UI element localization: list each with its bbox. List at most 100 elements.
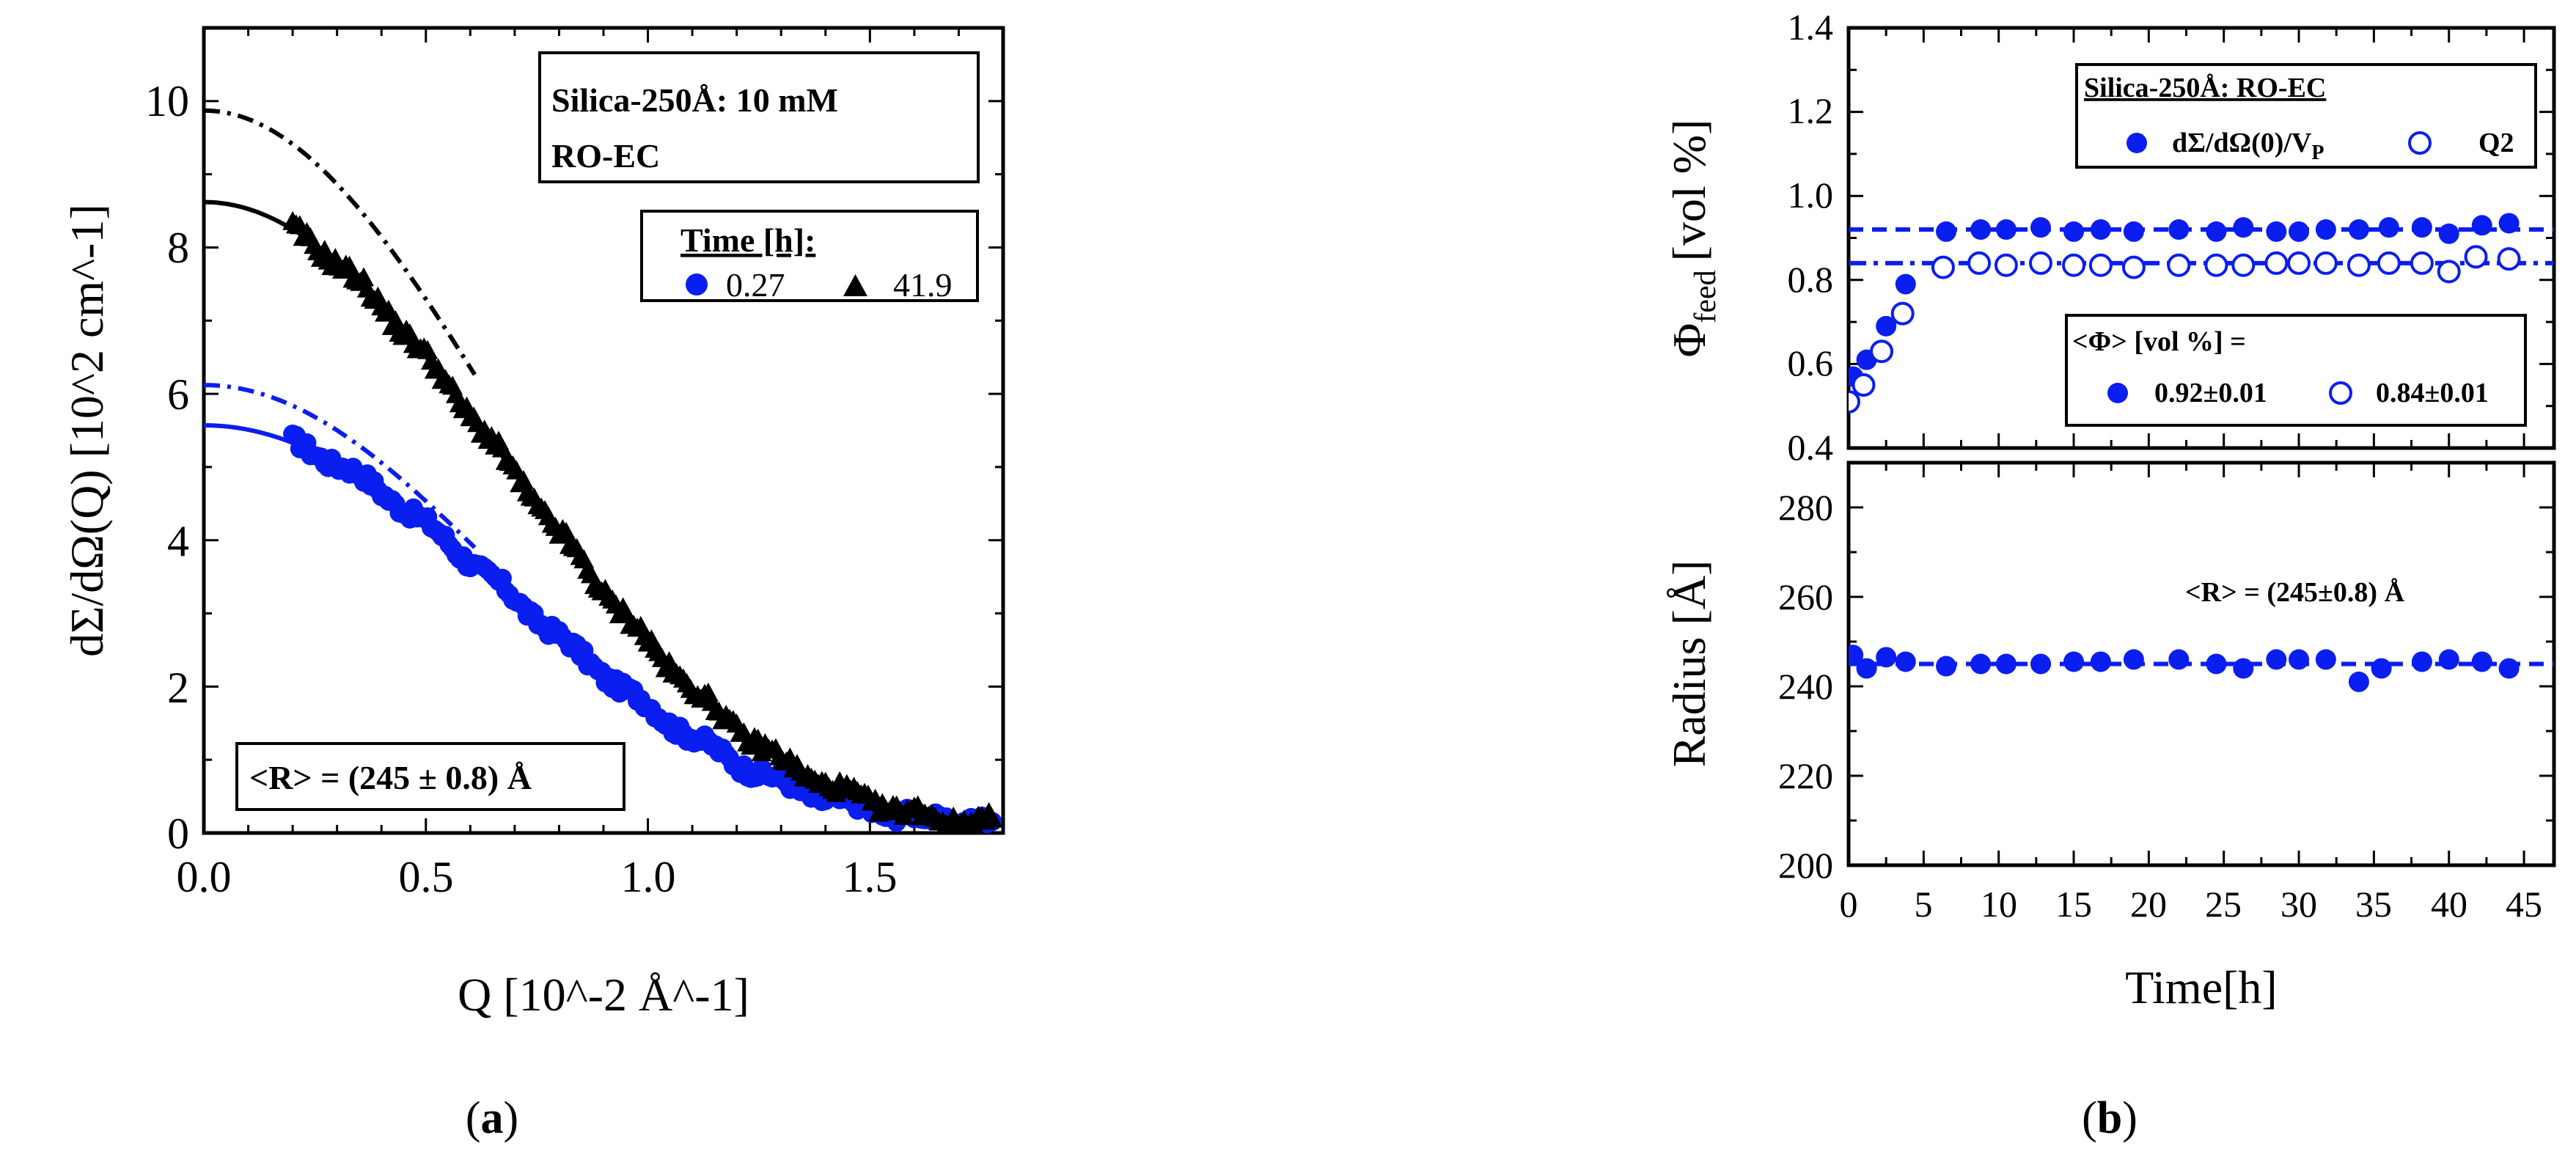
b2-xtick-label: 35 (2355, 884, 2392, 925)
panel-a-letter: a (481, 1093, 504, 1143)
b1-point-open (2437, 260, 2461, 284)
b2-x-axis-title: Time[h] (2125, 961, 2277, 1013)
b1-mean-value-2: 0.84±0.01 (2376, 378, 2489, 408)
b1-point-open (2287, 251, 2311, 275)
b1-point-open (2088, 253, 2113, 277)
b2-ytick-label: 260 (1778, 576, 1833, 617)
b2-xtick-label: 10 (1981, 884, 2017, 925)
a-point-41.9 (491, 438, 513, 458)
panel-a-ticks (204, 28, 1003, 833)
a-point-41.9 (378, 299, 399, 319)
a-fit-extrapolated-1 (204, 108, 477, 376)
b2-point (1849, 645, 1864, 666)
b2-xtick-label: 0 (1840, 884, 1858, 925)
b1-legend-label-1-sub: P (2311, 142, 2324, 164)
b1-point-open (2231, 253, 2256, 277)
b1-point-open (2204, 253, 2228, 277)
a-xtick-label: 0.5 (399, 853, 454, 901)
a-xtick-label: 1.0 (621, 853, 676, 901)
b1-legend-box (2075, 63, 2537, 169)
b1-legend-label-1-main: dΣ/dΩ(0)/V (2172, 128, 2312, 158)
b1-point-filled (1970, 219, 1992, 241)
b2-point (1895, 651, 1916, 672)
a-ytick-label: 6 (167, 370, 189, 419)
b1-point-filled (1876, 315, 1897, 337)
b2-point (1876, 647, 1897, 668)
panel-a-data (204, 108, 1003, 833)
b2-point (2289, 649, 2310, 670)
b1-point-filled (2063, 221, 2085, 242)
b2-y-axis-title: Radius [Å] (1663, 560, 1715, 768)
b1-ytick-label: 1.0 (1788, 175, 1834, 216)
panel-b-label: (b) (2082, 1093, 2138, 1143)
panel-b-bottom-chart: 200 220 240 260 280 0 5 10 15 20 25 30 3… (1663, 460, 2556, 1143)
b1-ytick-label: 0.4 (1788, 427, 1834, 468)
b1-point-open (1994, 253, 2018, 277)
b1-point-open (2346, 253, 2371, 277)
a-point-41.9 (428, 358, 449, 378)
b1-point-filled (2206, 221, 2227, 242)
b2-point (2371, 658, 2392, 679)
b1-point-filled (2438, 223, 2459, 244)
b2-xtick-label: 25 (2205, 884, 2242, 925)
b1-point-filled (2266, 221, 2287, 242)
b2-point (2063, 651, 2085, 672)
b1-point-filled (2233, 217, 2254, 238)
panel-a-label: (a) (466, 1093, 518, 1143)
b2-point (2090, 651, 2111, 672)
b2-xtick-label: 20 (2130, 884, 2167, 925)
a-point-41.9 (385, 310, 406, 330)
panel-b-letter: b (2097, 1093, 2122, 1143)
b2-ytick-label: 200 (1778, 845, 1833, 886)
a-title-line2: RO-EC (551, 137, 660, 175)
b1-point-filled (2348, 219, 2369, 241)
b1-point-open (1849, 389, 1860, 414)
b1-legend-marker-filled (2127, 133, 2147, 153)
b1-mean-marker-open (2329, 381, 2352, 405)
b1-point-open (2497, 247, 2521, 271)
a-legend-label: 0.27 (726, 266, 785, 304)
b2-point (2411, 651, 2432, 672)
b2-point (2233, 658, 2254, 679)
panel-b-bottom-data (1849, 645, 2554, 692)
a-fit-extrapolated-0 (204, 383, 477, 549)
b1-ytick-label: 1.4 (1788, 7, 1834, 48)
b2-point (2030, 653, 2051, 675)
panel-b-bottom-ticks (1849, 463, 2554, 865)
b1-point-filled (2498, 213, 2520, 234)
b1-point-filled (1895, 274, 1916, 295)
panel-b-top-ticks (1849, 28, 2554, 448)
a-legend-marker-circle (686, 274, 708, 295)
b1-point-open (2464, 245, 2488, 269)
a-x-axis-title: Q [10^-2 Å^-1] (458, 969, 749, 1021)
a-point-41.9 (339, 255, 360, 275)
b2-point (2438, 649, 2459, 670)
b1-ylabel-main: Φ (1663, 323, 1715, 358)
b2-point (2315, 649, 2336, 670)
b1-point-filled (1995, 219, 2017, 241)
b1-point-open (2121, 255, 2146, 279)
b1-point-filled (2030, 217, 2051, 238)
b1-ytick-label: 0.6 (1788, 342, 1834, 383)
b2-xtick-label: 45 (2506, 884, 2542, 925)
b1-ytick-label: 0.8 (1788, 259, 1834, 300)
a-y-axis-title: dΣ/dΩ(Q) [10^2 cm^-1] (61, 204, 113, 657)
b1-point-open (2377, 251, 2401, 275)
b1-legend-title: Silica-250Å: RO-EC (2084, 73, 2326, 103)
b2-point (2348, 671, 2369, 692)
a-legend-title: Time [h]: (680, 221, 815, 259)
b1-point-filled (2411, 217, 2432, 238)
b1-y-axis-title: Φfeed [vol %] (1663, 120, 1722, 358)
b1-point-filled (2168, 219, 2190, 241)
a-ytick-label: 8 (167, 224, 189, 272)
b1-legend-label-2: Q2 (2478, 128, 2514, 158)
a-ytick-label: 2 (167, 664, 189, 712)
b1-point-open (2410, 251, 2434, 275)
b1-legend-marker-open (2408, 131, 2432, 155)
a-title-line1: Silica-250Å: 10 mM (551, 81, 838, 119)
b2-xtick-label: 5 (1915, 884, 1933, 925)
b1-mean-box (2065, 314, 2527, 427)
b1-mean-value-1: 0.92±0.01 (2154, 378, 2267, 408)
b2-point (2471, 651, 2492, 672)
